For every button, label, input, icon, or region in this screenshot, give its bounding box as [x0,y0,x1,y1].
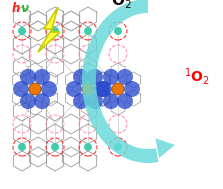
Polygon shape [38,7,60,52]
Circle shape [96,81,112,97]
Polygon shape [82,0,158,163]
Circle shape [112,83,124,95]
Circle shape [18,27,26,35]
Circle shape [117,69,133,85]
Circle shape [51,27,59,35]
Text: ν: ν [20,2,28,15]
Circle shape [114,27,122,35]
Circle shape [41,81,57,97]
Circle shape [29,83,41,95]
Circle shape [66,81,82,97]
Circle shape [20,93,36,109]
Circle shape [20,69,36,85]
Circle shape [34,93,50,109]
Circle shape [73,93,89,109]
Circle shape [124,81,140,97]
Circle shape [82,83,94,95]
Circle shape [87,69,103,85]
Text: $^3$O$_2$: $^3$O$_2$ [104,0,132,11]
Circle shape [18,143,26,151]
Circle shape [51,143,59,151]
Circle shape [34,69,50,85]
Circle shape [114,143,122,151]
Polygon shape [155,138,175,158]
Circle shape [84,143,92,151]
Circle shape [94,81,110,97]
Circle shape [103,69,119,85]
Circle shape [73,69,89,85]
Text: $^1$O$_2$: $^1$O$_2$ [184,66,210,87]
Text: h: h [12,2,20,15]
Circle shape [117,93,133,109]
Circle shape [103,93,119,109]
Circle shape [84,27,92,35]
Circle shape [13,81,29,97]
Circle shape [87,93,103,109]
